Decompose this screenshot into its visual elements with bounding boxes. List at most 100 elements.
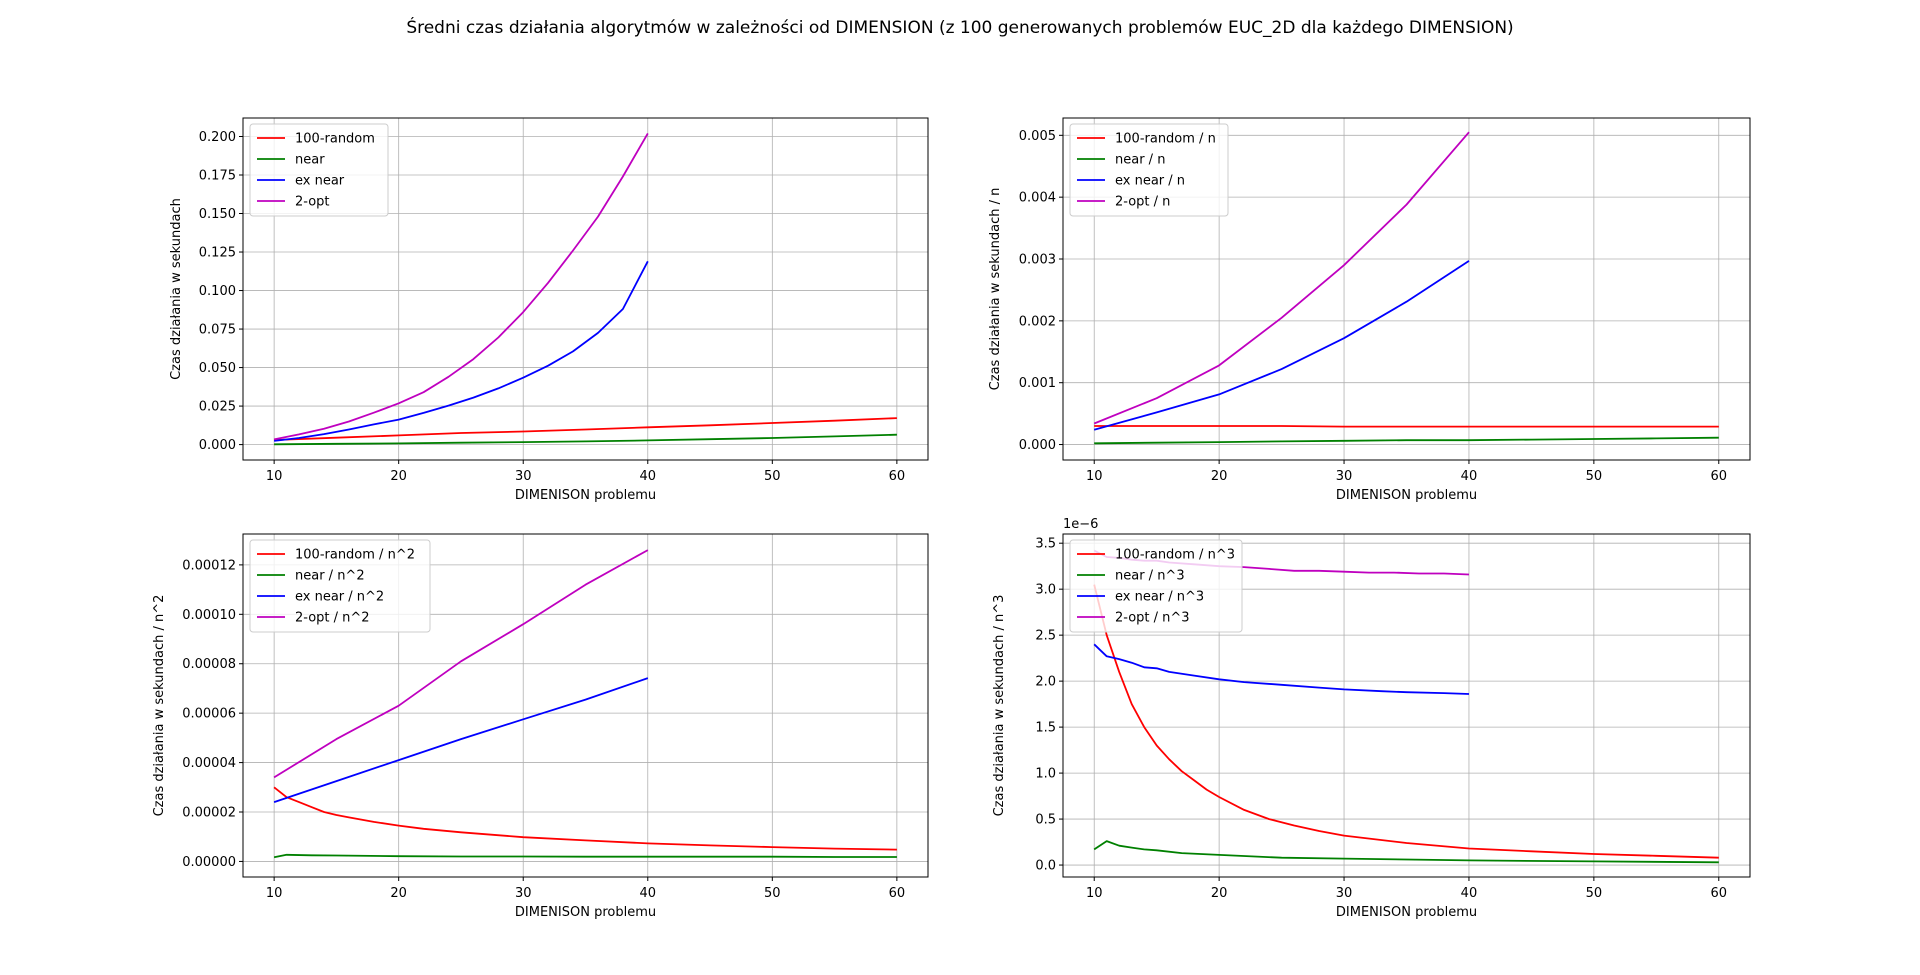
series-line-2	[1093, 260, 1470, 431]
chart-panel-time-per-n2: 10 20 30 40 50 60 0.00000 0.00002 0.00004 0.00006…	[152, 533, 929, 920]
x-tick-label: 60	[889, 886, 906, 901]
legend-label-1: near / n^2	[295, 569, 365, 584]
series-line-2	[273, 260, 649, 442]
legend-label-1: near / n^3	[1115, 569, 1185, 584]
x-tick-label: 60	[1710, 469, 1727, 484]
y-tick-label: 1.5	[1035, 721, 1056, 736]
x-tick-label: 10	[1086, 469, 1103, 484]
series-line-2	[1093, 643, 1470, 695]
x-tick-label: 10	[266, 469, 283, 484]
y-tick-label: 0.5	[1035, 813, 1056, 828]
y-tick-label: 0.003	[1019, 253, 1056, 268]
y-tick-label: 3.5	[1035, 537, 1056, 552]
series-line-3	[273, 549, 649, 779]
y-tick-label: 0.00010	[182, 608, 236, 623]
x-tick-label: 20	[390, 469, 407, 484]
legend-label-0: 100-random / n^2	[295, 548, 415, 563]
y-tick-label: 0.00008	[182, 657, 236, 672]
legend-box	[249, 539, 431, 633]
y-tick-label: 2.5	[1035, 629, 1056, 644]
chart-panel-time: 10 20 30 40 50 60 0.000 0.025 0.050 0.075 0.100 0.1…	[169, 117, 929, 503]
x-tick-label: 50	[1586, 469, 1603, 484]
legend: 100-random / n^3 near / n^3 ex near / n^3 2…	[1069, 539, 1243, 633]
axes-frame	[1062, 533, 1751, 878]
y-tick-label: 0.000	[199, 438, 236, 453]
y-tick-label: 0.001	[1019, 376, 1056, 391]
legend-label-1: near / n	[1115, 153, 1165, 168]
chart-panel-time-per-n3: 10 20 30 40 50 60 0.0 0.5 1.0 1.5 2.0 2.5 3.0 3.5 DIME…	[992, 517, 1751, 920]
axis-offset-label: 1e−6	[1063, 517, 1098, 532]
y-axis-label: Czas działania w sekundach	[169, 198, 184, 380]
grid	[1063, 534, 1750, 877]
x-tick-label: 50	[764, 886, 781, 901]
y-tick-label: 0.075	[199, 323, 236, 338]
axes-frame	[1062, 117, 1751, 461]
chart-panel-time-per-n: 10 20 30 40 50 60 0.000 0.001 0.002 0.003 0.004 0.0…	[988, 117, 1751, 503]
legend: 100-random near ex near 2-opt	[249, 123, 389, 217]
x-tick-label: 20	[390, 886, 407, 901]
x-tick-label: 50	[764, 469, 781, 484]
y-tick-label: 0.000	[1019, 438, 1056, 453]
legend-label-2: ex near / n	[1115, 174, 1185, 189]
x-tick-label: 60	[1710, 886, 1727, 901]
series-line-0	[273, 786, 897, 851]
legend: 100-random / n near / n ex near / n 2-opt /…	[1069, 123, 1229, 217]
legend-label-1: near	[295, 153, 325, 168]
y-tick-label: 0.100	[199, 284, 236, 299]
y-tick-label: 2.0	[1035, 675, 1056, 690]
x-axis-label: DIMENISON problemu	[515, 905, 656, 920]
y-tick-label: 0.125	[199, 246, 236, 261]
series-line-3	[1093, 131, 1470, 425]
y-tick-label: 0.050	[199, 361, 236, 376]
axes-frame	[242, 117, 929, 461]
legend-box	[1069, 539, 1243, 633]
x-tick-label: 60	[889, 469, 906, 484]
x-tick-label: 10	[266, 886, 283, 901]
legend: 100-random / n^2 near / n^2 ex near / n^2 2…	[249, 539, 431, 633]
y-tick-label: 0.200	[199, 130, 236, 145]
x-axis-label: DIMENISON problemu	[1336, 905, 1477, 920]
legend-label-0: 100-random / n	[1115, 132, 1216, 147]
legend-label-2: ex near	[295, 174, 345, 189]
x-tick-label: 30	[515, 886, 532, 901]
y-tick-label: 3.0	[1035, 583, 1056, 598]
y-tick-label: 0.025	[199, 400, 236, 415]
x-tick-label: 30	[1336, 886, 1353, 901]
x-tick-label: 40	[1461, 469, 1478, 484]
axes-frame	[242, 533, 929, 878]
y-tick-label: 1.0	[1035, 767, 1056, 782]
series-line-1	[274, 433, 897, 446]
legend-label-0: 100-random / n^3	[1115, 548, 1235, 563]
y-tick-label: 0.150	[199, 207, 236, 222]
x-tick-label: 30	[1336, 469, 1353, 484]
series-line-0	[274, 417, 897, 441]
x-tick-label: 40	[1461, 886, 1478, 901]
y-tick-label: 0.0	[1035, 859, 1056, 874]
x-tick-label: 20	[1211, 469, 1228, 484]
series-line-0	[1094, 425, 1719, 428]
y-tick-label: 0.00000	[182, 855, 236, 870]
x-tick-label: 40	[639, 469, 656, 484]
y-tick-label: 0.175	[199, 169, 236, 184]
y-tick-label: 0.002	[1019, 314, 1056, 329]
y-tick-label: 0.004	[1019, 191, 1056, 206]
y-axis-label: Czas działania w sekundach / n	[988, 188, 1003, 391]
series-line-0	[1093, 584, 1719, 859]
legend-label-3: 2-opt / n^2	[295, 611, 370, 626]
y-tick-label: 0.005	[1019, 129, 1056, 144]
y-tick-label: 0.00004	[182, 756, 236, 771]
x-tick-label: 10	[1086, 886, 1103, 901]
x-tick-label: 50	[1586, 886, 1603, 901]
series-line-1	[1093, 840, 1719, 864]
x-axis-label: DIMENISON problemu	[515, 488, 656, 503]
legend-label-0: 100-random	[295, 132, 375, 147]
legend-box	[1069, 123, 1229, 217]
x-tick-label: 40	[639, 886, 656, 901]
legend-label-3: 2-opt	[295, 195, 330, 210]
series-line-3	[273, 132, 649, 441]
x-axis-label: DIMENISON problemu	[1336, 488, 1477, 503]
y-axis-label: Czas działania w sekundach / n^3	[992, 595, 1007, 817]
y-tick-label: 0.00012	[182, 558, 236, 573]
series-line-1	[273, 853, 897, 859]
x-tick-label: 30	[515, 469, 532, 484]
